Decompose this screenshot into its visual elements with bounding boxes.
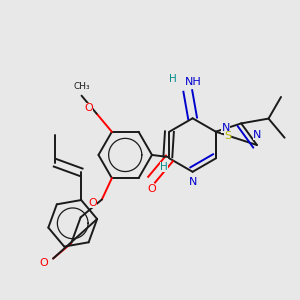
Text: N: N: [188, 177, 197, 187]
Text: S: S: [224, 130, 231, 141]
Text: CH₃: CH₃: [73, 82, 90, 91]
Text: O: O: [147, 184, 156, 194]
Text: N: N: [253, 130, 261, 140]
Text: O: O: [88, 199, 97, 208]
Text: H: H: [169, 74, 177, 84]
Text: O: O: [84, 103, 93, 113]
Text: NH: NH: [185, 77, 202, 87]
Text: O: O: [40, 257, 49, 268]
Text: H: H: [160, 162, 168, 172]
Text: N: N: [221, 123, 230, 133]
